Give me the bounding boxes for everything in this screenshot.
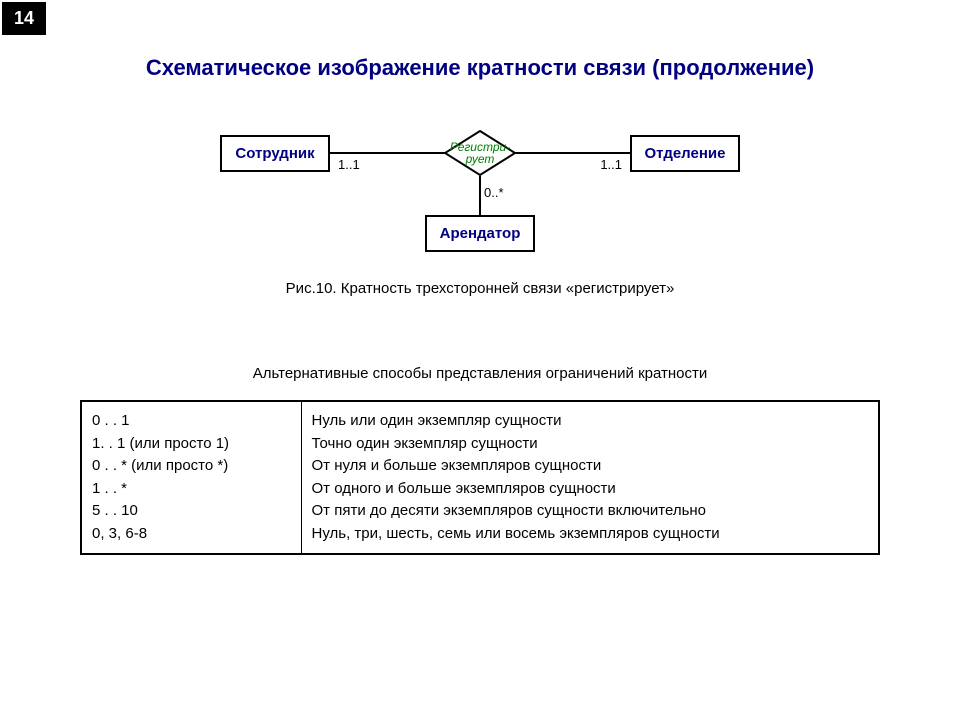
entity-branch: Отделение: [630, 135, 740, 172]
page-number: 14: [2, 2, 46, 35]
table-cell-notation: 0 . . 11. . 1 (или просто 1)0 . . * (или…: [81, 401, 301, 554]
relationship-label: Регистри- рует: [440, 141, 520, 165]
figure-caption: Рис.10. Кратность трехсторонней связи «р…: [286, 280, 675, 297]
edge-branch: [515, 152, 630, 154]
table-cell-description: Нуль или один экземпляр сущностиТочно од…: [301, 401, 879, 554]
table-row: 0 . . 11. . 1 (или просто 1)0 . . * (или…: [81, 401, 879, 554]
edge-employee: [330, 152, 445, 154]
multiplicity-bottom: 0..*: [484, 185, 504, 200]
page-title: Схематическое изображение кратности связ…: [146, 55, 814, 81]
multiplicity-table: 0 . . 11. . 1 (или просто 1)0 . . * (или…: [80, 400, 880, 555]
multiplicity-left: 1..1: [338, 157, 360, 172]
er-diagram: Сотрудник Отделение Арендатор Регистри- …: [220, 130, 740, 260]
table-subtitle: Альтернативные способы представления огр…: [253, 365, 708, 382]
entity-tenant: Арендатор: [425, 215, 535, 252]
relationship-label-line2: рует: [466, 152, 495, 166]
entity-employee: Сотрудник: [220, 135, 330, 172]
multiplicity-right: 1..1: [600, 157, 622, 172]
edge-tenant: [479, 176, 481, 215]
relationship-diamond: Регистри- рует: [444, 130, 516, 176]
